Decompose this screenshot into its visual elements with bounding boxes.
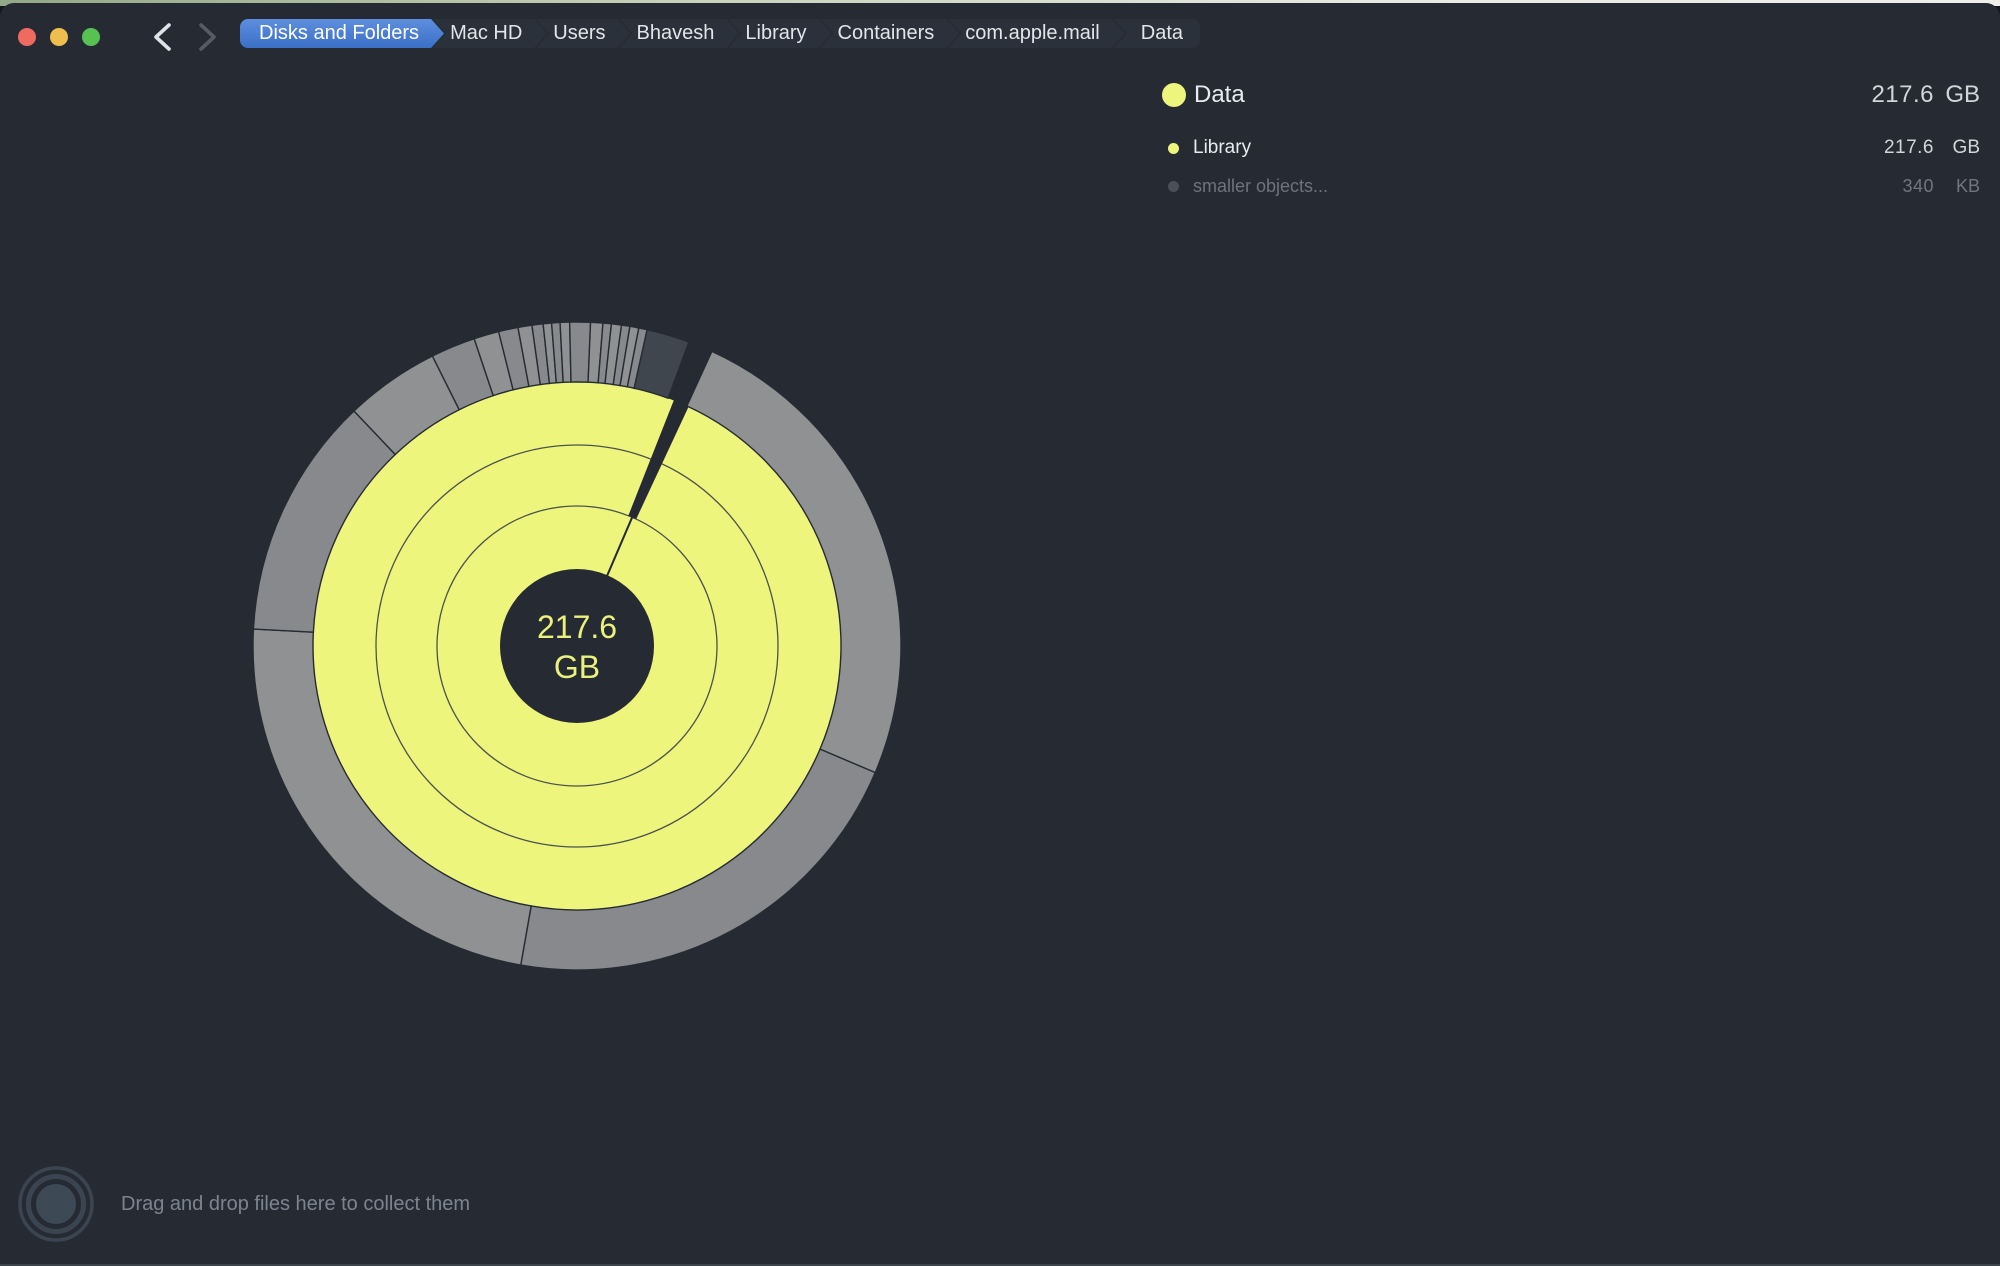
legend-row-child[interactable]: Library 217.6 GB — [1150, 131, 1980, 165]
breadcrumb-item-disks-and-folders[interactable]: Disks and Folders — [240, 19, 444, 48]
inner-dot — [36, 1184, 76, 1224]
breadcrumb-item-bhavesh[interactable]: Bhavesh — [620, 19, 740, 48]
outer-ring — [18, 1166, 94, 1242]
minimize-button[interactable] — [50, 28, 68, 46]
traffic-lights — [18, 28, 100, 46]
legend-label: Data — [1194, 81, 1245, 108]
chart-center-size: 217.6 — [537, 609, 617, 645]
legend-label: Library — [1193, 137, 1252, 158]
smaller-objects-dot — [1168, 180, 1179, 192]
breadcrumb-item-library[interactable]: Library — [728, 19, 831, 48]
collector-dropzone[interactable]: Drag and drop files here to collect them — [0, 1156, 2000, 1266]
legend-size-number: 217.6 — [1883, 137, 1934, 158]
back-button[interactable] — [149, 19, 179, 55]
chevron-left-icon — [154, 23, 171, 51]
legend-size-number: 217.6 — [1871, 81, 1934, 108]
close-button[interactable] — [18, 28, 36, 46]
legend-row-current[interactable]: Data 217.6 GB — [1150, 75, 1980, 115]
folder-color-dot — [1162, 83, 1186, 107]
dropzone-hint: Drag and drop files here to collect them — [121, 1192, 471, 1215]
breadcrumb-item-com-apple-mail[interactable]: com.apple.mail — [948, 19, 1125, 48]
breadcrumb-item-data[interactable]: Data — [1113, 19, 1200, 48]
chart-center-unit: GB — [554, 649, 600, 685]
legend-size-unit: KB — [1955, 175, 1980, 196]
forward-button[interactable] — [191, 19, 221, 55]
legend-size-unit: GB — [1952, 137, 1980, 158]
breadcrumb-item-mac-hd[interactable]: Mac HD — [433, 19, 547, 48]
app-window: Disks and Folders Mac HD Users Bhavesh Libra… — [0, 3, 2000, 1266]
legend-label: smaller objects... — [1193, 175, 1329, 196]
legend-row-smaller-objects[interactable]: smaller objects... 340 KB — [1150, 169, 1980, 203]
folder-color-dot — [1168, 142, 1179, 154]
chevron-right-icon — [199, 23, 216, 51]
breadcrumb: Disks and Folders Mac HD Users Bhavesh Libra… — [240, 19, 1200, 48]
legend-size-unit: GB — [1945, 81, 1980, 108]
breadcrumb-item-users[interactable]: Users — [536, 19, 630, 48]
legend-size-number: 340 — [1902, 175, 1934, 196]
sunburst-chart[interactable]: 217.6 GB — [245, 314, 909, 978]
breadcrumb-item-containers[interactable]: Containers — [821, 19, 960, 48]
collector-target-icon[interactable] — [16, 1164, 96, 1244]
zoom-button[interactable] — [82, 28, 100, 46]
middle-ring — [26, 1174, 86, 1234]
